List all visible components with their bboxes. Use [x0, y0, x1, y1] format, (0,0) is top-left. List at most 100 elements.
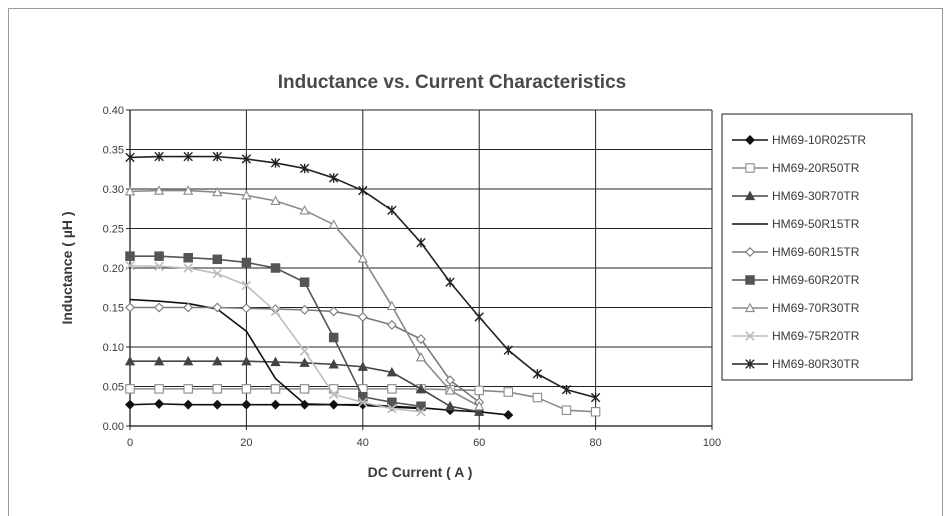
data-point	[444, 385, 456, 395]
data-point	[415, 383, 427, 393]
data-point	[241, 384, 252, 394]
data-point	[154, 251, 164, 261]
y-tick-label: 0.30	[103, 184, 124, 196]
data-point	[125, 152, 135, 163]
plot-area: 0.00 0.05 0.10 0.15 0.20 0.25 0.30 0.35 0.40 0 20 4…	[103, 105, 722, 449]
data-point	[328, 219, 339, 229]
legend-label: HM69-10R025TR	[772, 133, 866, 147]
data-point	[212, 186, 223, 197]
data-point	[241, 399, 252, 410]
data-point	[358, 397, 368, 408]
data-point	[503, 345, 513, 355]
data-point	[328, 332, 339, 343]
data-point	[183, 302, 194, 313]
chart-title: Inductance vs. Current Characteristics	[278, 72, 626, 93]
data-point	[386, 300, 398, 311]
data-point	[212, 355, 223, 366]
y-tick-label: 0.40	[103, 105, 124, 117]
data-point	[328, 359, 339, 369]
legend-item: HM69-60R20TR	[732, 273, 860, 287]
legend-marker	[744, 190, 756, 201]
y-tick-label: 0.25	[103, 224, 124, 236]
legend-marker	[745, 275, 755, 285]
legend-marker	[745, 359, 755, 369]
data-point	[299, 163, 310, 174]
y-tick-label: 0.05	[103, 382, 124, 394]
series-HM69-60R15TR	[125, 302, 485, 408]
y-tick-label: 0.00	[103, 421, 124, 433]
x-axis-label: DC Current ( A )	[368, 464, 473, 480]
series-HM69-75R20TR	[125, 260, 426, 417]
data-point	[183, 252, 193, 263]
y-tick-label: 0.35	[103, 145, 124, 157]
data-point	[445, 277, 455, 287]
x-tick-label: 0	[127, 437, 133, 449]
x-tick-label: 100	[703, 437, 721, 449]
data-point	[357, 361, 368, 371]
data-point	[299, 346, 310, 356]
legend-item: HM69-60R15TR	[732, 245, 860, 259]
data-point	[561, 384, 572, 395]
data-point	[212, 384, 223, 394]
legend-item: HM69-80R30TR	[732, 357, 860, 371]
y-axis-label: Inductance ( µH )	[59, 211, 75, 324]
data-point	[357, 312, 368, 322]
series-HM69-20R50TR	[125, 384, 601, 417]
x-tick-label: 60	[473, 437, 485, 449]
data-point	[154, 398, 165, 409]
legend-label: HM69-50R15TR	[772, 217, 860, 231]
data-point	[561, 405, 572, 415]
data-point	[532, 392, 543, 403]
legend-item: HM69-50R15TR	[732, 217, 860, 231]
data-point	[154, 384, 164, 394]
data-point	[590, 392, 601, 403]
legend-item: HM69-75R20TR	[732, 329, 860, 343]
data-point	[270, 306, 281, 317]
series-HM69-70R30TR	[124, 185, 485, 411]
data-point	[212, 151, 222, 162]
data-point	[299, 357, 310, 367]
legend-item: HM69-30R70TR	[732, 189, 860, 203]
data-point	[590, 407, 601, 417]
legend-marker	[745, 247, 755, 257]
y-tick-label: 0.10	[103, 342, 124, 354]
legend-item: HM69-20R50TR	[732, 161, 860, 175]
data-point	[270, 158, 281, 168]
data-point	[212, 302, 223, 313]
series-HM69-50R15TR	[129, 298, 422, 410]
data-point	[241, 154, 252, 164]
data-point	[241, 280, 252, 291]
data-point	[212, 268, 223, 279]
data-point	[154, 261, 164, 272]
data-point	[183, 355, 194, 366]
data-point	[474, 406, 485, 416]
legend-label: HM69-30R70TR	[772, 189, 860, 203]
series-line	[129, 298, 422, 410]
y-tick-label: 0.15	[103, 303, 124, 315]
data-point	[270, 263, 281, 273]
data-point	[474, 312, 484, 322]
legend-label: HM69-75R20TR	[772, 329, 860, 343]
x-tick-label: 20	[240, 437, 252, 449]
data-point	[357, 253, 368, 263]
data-point	[386, 366, 398, 377]
x-tick-label: 80	[589, 437, 601, 449]
data-point	[503, 409, 514, 420]
data-point	[386, 319, 397, 330]
data-point	[125, 399, 135, 410]
legend-marker	[745, 163, 755, 173]
data-point	[125, 384, 135, 394]
data-point	[387, 397, 397, 408]
data-point	[125, 302, 135, 313]
legend-item: HM69-70R30TR	[732, 301, 860, 315]
data-point	[445, 375, 456, 386]
data-point	[532, 369, 543, 379]
data-point	[387, 403, 397, 414]
data-point	[270, 399, 281, 410]
legend-marker	[745, 135, 755, 145]
data-point	[444, 400, 456, 411]
data-point	[358, 185, 368, 196]
data-point	[415, 351, 427, 362]
data-point	[124, 355, 136, 366]
